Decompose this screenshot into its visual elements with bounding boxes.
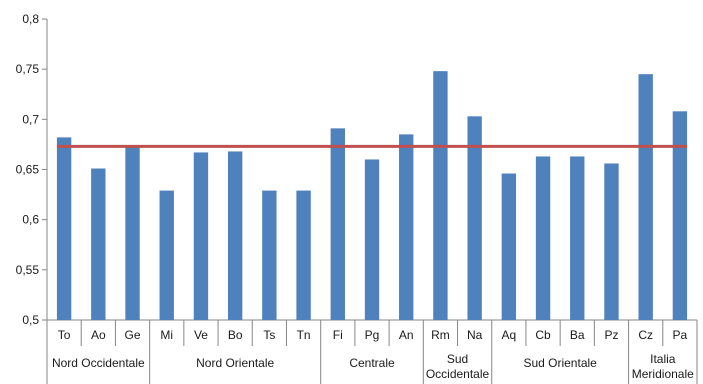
y-tick-label: 0,5 [22,313,39,327]
bar [364,159,380,320]
x-tick-label: Aq [501,328,516,342]
bar [638,74,653,320]
bar [227,151,243,320]
x-tick-label: Ao [91,328,106,342]
group-label: Sud [447,352,468,366]
group-label: Meridionale [632,367,694,381]
x-tick-label: Tn [297,328,311,342]
y-tick-label: 0,55 [16,263,40,277]
x-tick-label: Ge [125,328,141,342]
bar [604,163,619,320]
group-label: Sud Orientale [523,356,597,370]
y-tick-label: 0,7 [22,112,39,126]
x-tick-label: Mi [160,328,173,342]
x-tick-label: Na [467,328,483,342]
bar [570,156,585,320]
bar [159,190,174,320]
bar [399,134,414,320]
x-tick-label: Cb [535,328,551,342]
x-tick-label: Ba [570,328,585,342]
x-tick-label: Pz [604,328,618,342]
bar [501,173,517,320]
x-tick-label: Rm [431,328,450,342]
bar [91,168,106,320]
bar [467,116,482,320]
bar [56,137,72,320]
group-label: Centrale [349,356,395,370]
group-label: Occidentale [426,367,490,381]
y-tick-label: 0,75 [16,62,40,76]
y-tick-label: 0,8 [22,12,39,26]
bar [433,71,448,320]
bar [672,111,688,320]
x-tick-label: Pg [365,328,380,342]
bar [262,190,277,320]
y-tick-label: 0,6 [22,213,39,227]
group-label: Nord Orientale [196,356,274,370]
bar [330,128,345,320]
x-tick-label: Ts [263,328,275,342]
bar [193,152,209,320]
bar [535,156,551,320]
bar [125,147,140,320]
x-tick-label: Bo [228,328,243,342]
x-tick-label: An [399,328,414,342]
y-tick-label: 0,65 [16,163,40,177]
x-tick-label: Ve [194,328,208,342]
x-tick-label: Pa [673,328,688,342]
x-tick-label: Fi [333,328,343,342]
group-label: Italia [650,352,676,366]
x-tick-label: To [58,328,71,342]
x-tick-label: Cz [638,328,653,342]
bar [296,190,311,320]
group-label: Nord Occidentale [52,356,145,370]
